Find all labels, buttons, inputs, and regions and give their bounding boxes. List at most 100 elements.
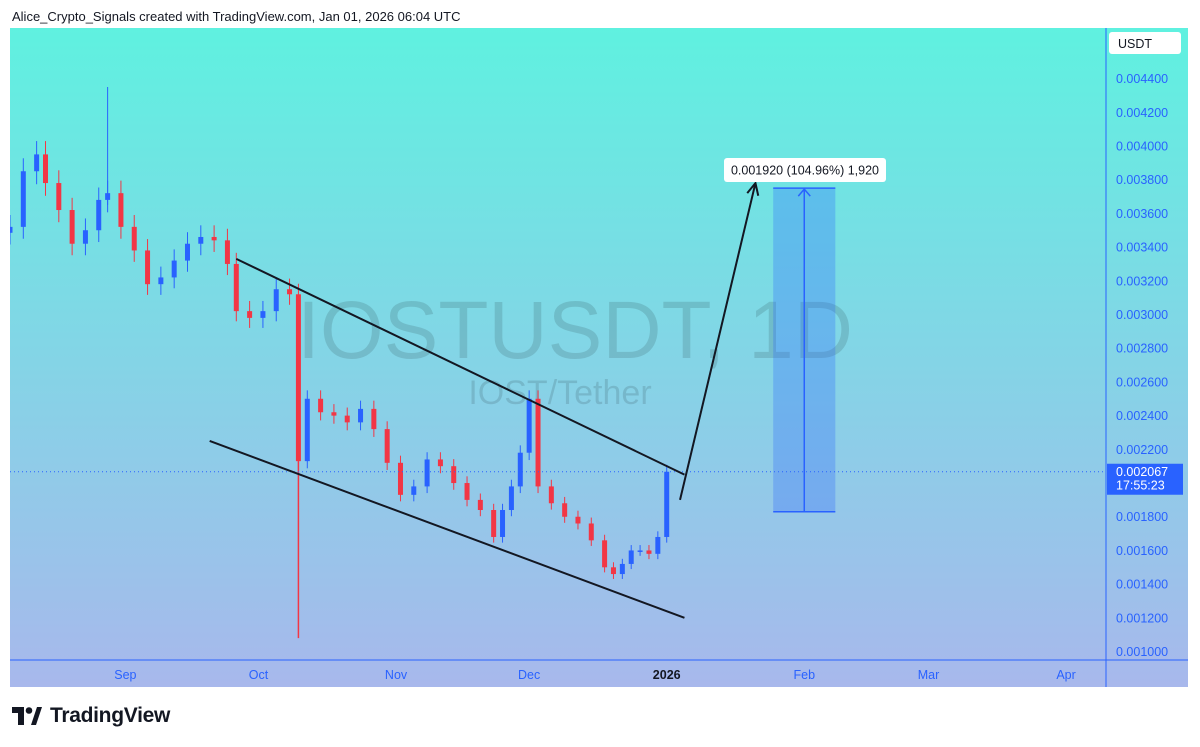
candle-body <box>358 408 364 423</box>
price-tick-label: 0.004200 <box>1116 106 1168 120</box>
candle-body <box>397 462 403 495</box>
chart-attribution: Alice_Crypto_Signals created with Tradin… <box>12 9 461 24</box>
price-axis: USDT 0.004400 0.004200 0.004000 0.003800 0.00… <box>1107 32 1183 659</box>
candle-body <box>424 459 430 487</box>
candle-body <box>655 536 661 554</box>
price-tick-label: 0.003200 <box>1116 274 1168 288</box>
candle-body <box>34 154 40 172</box>
time-tick-label: 2026 <box>653 668 681 682</box>
candle-body <box>131 226 137 251</box>
candle-body <box>664 471 670 537</box>
candle-body <box>517 452 523 487</box>
candle-body <box>69 210 75 244</box>
currency-badge <box>1109 32 1181 54</box>
candle-body <box>42 154 48 184</box>
price-range-arrow-head <box>797 187 811 197</box>
candle-body <box>411 486 417 495</box>
candle-body <box>491 510 497 537</box>
chart-background <box>10 28 1188 687</box>
projection-arrow-head <box>746 180 760 196</box>
last-price-badge <box>1107 463 1183 495</box>
candle-body <box>562 503 568 517</box>
candle-body <box>619 563 625 575</box>
candle-body <box>233 263 239 312</box>
candle-body <box>548 486 554 504</box>
time-tick-label: Feb <box>793 668 815 682</box>
candle-body <box>526 398 532 453</box>
time-tick-label: Oct <box>249 668 269 682</box>
candle-body <box>211 236 217 241</box>
price-tick-label: 0.003400 <box>1116 241 1168 255</box>
candle-body <box>602 540 608 568</box>
price-tick-label: 0.002200 <box>1116 443 1168 457</box>
time-tick-label: Dec <box>518 668 540 682</box>
price-range-label-box <box>724 158 886 182</box>
price-tick-label: 0.001000 <box>1116 645 1168 659</box>
candle-body <box>637 550 643 552</box>
price-tick-label: 0.001200 <box>1116 611 1168 625</box>
candle-body <box>82 230 88 244</box>
candle-body <box>56 183 62 211</box>
time-tick-label: Sep <box>114 668 136 682</box>
candle-body <box>198 236 204 244</box>
candles <box>10 86 670 639</box>
candle-body <box>451 466 457 484</box>
candle-body <box>646 550 652 554</box>
candle-body <box>371 408 377 430</box>
candle-body <box>304 398 310 462</box>
candle-body <box>158 277 164 285</box>
time-tick-label: Nov <box>385 668 408 682</box>
channel-lower-line <box>209 439 685 619</box>
candle-body <box>437 459 443 467</box>
candle-body <box>331 412 337 416</box>
candle-body <box>318 398 324 413</box>
candle-body <box>96 199 102 231</box>
chart-area[interactable]: IOSTUSDT, 1D IOST/Tether 0.001920 (104.96%… <box>10 28 1188 687</box>
price-tick-label: 0.003600 <box>1116 207 1168 221</box>
price-range-tool <box>773 187 836 513</box>
price-tick-label: 0.002800 <box>1116 342 1168 356</box>
candle-body <box>628 550 634 564</box>
tradingview-brand: TradingView <box>50 704 171 727</box>
candle-body <box>118 193 124 227</box>
candle-body <box>20 171 26 227</box>
time-tick-label: Mar <box>918 668 940 682</box>
watermark-description: IOST/Tether <box>468 374 651 412</box>
price-tick-label: 0.001800 <box>1116 510 1168 524</box>
candle-body <box>145 250 151 285</box>
candle-body <box>588 523 594 541</box>
countdown-label: 17:55:23 <box>1116 479 1165 493</box>
candle-body <box>384 429 390 463</box>
candle-body <box>171 260 177 278</box>
time-tick-label: Apr <box>1056 668 1075 682</box>
price-tick-label: 0.003800 <box>1116 173 1168 187</box>
candle-body <box>224 240 230 264</box>
last-price-label: 0.002067 <box>1116 465 1168 479</box>
projection-arrow-line <box>679 182 757 501</box>
price-tick-label: 0.002600 <box>1116 375 1168 389</box>
currency-label: USDT <box>1118 37 1152 51</box>
candle-body <box>575 516 581 524</box>
candle-body <box>273 289 279 312</box>
price-tick-label: 0.003000 <box>1116 308 1168 322</box>
price-tick-label: 0.001400 <box>1116 578 1168 592</box>
candle-body <box>344 415 350 423</box>
price-tick-label: 0.004400 <box>1116 72 1168 86</box>
candle-body <box>247 311 253 318</box>
channel-upper-line <box>235 257 685 476</box>
price-tick-label: 0.004000 <box>1116 139 1168 153</box>
candle-body <box>610 567 616 575</box>
candle-body <box>464 483 470 500</box>
candle-body <box>477 499 483 511</box>
candle-body <box>10 226 13 233</box>
time-axis: Sep Oct Nov Dec 2026 Feb Mar Apr <box>114 668 1076 682</box>
candle-body <box>287 289 293 295</box>
candle-body <box>535 398 541 487</box>
candle-body <box>184 243 190 261</box>
tradingview-logo-icon <box>12 707 42 725</box>
tradingview-footer[interactable]: TradingView <box>12 704 170 728</box>
watermark-symbol: IOSTUSDT, 1D <box>297 285 853 376</box>
price-tick-label: 0.002400 <box>1116 409 1168 423</box>
price-range-label: 0.001920 (104.96%) 1,920 <box>731 164 879 178</box>
